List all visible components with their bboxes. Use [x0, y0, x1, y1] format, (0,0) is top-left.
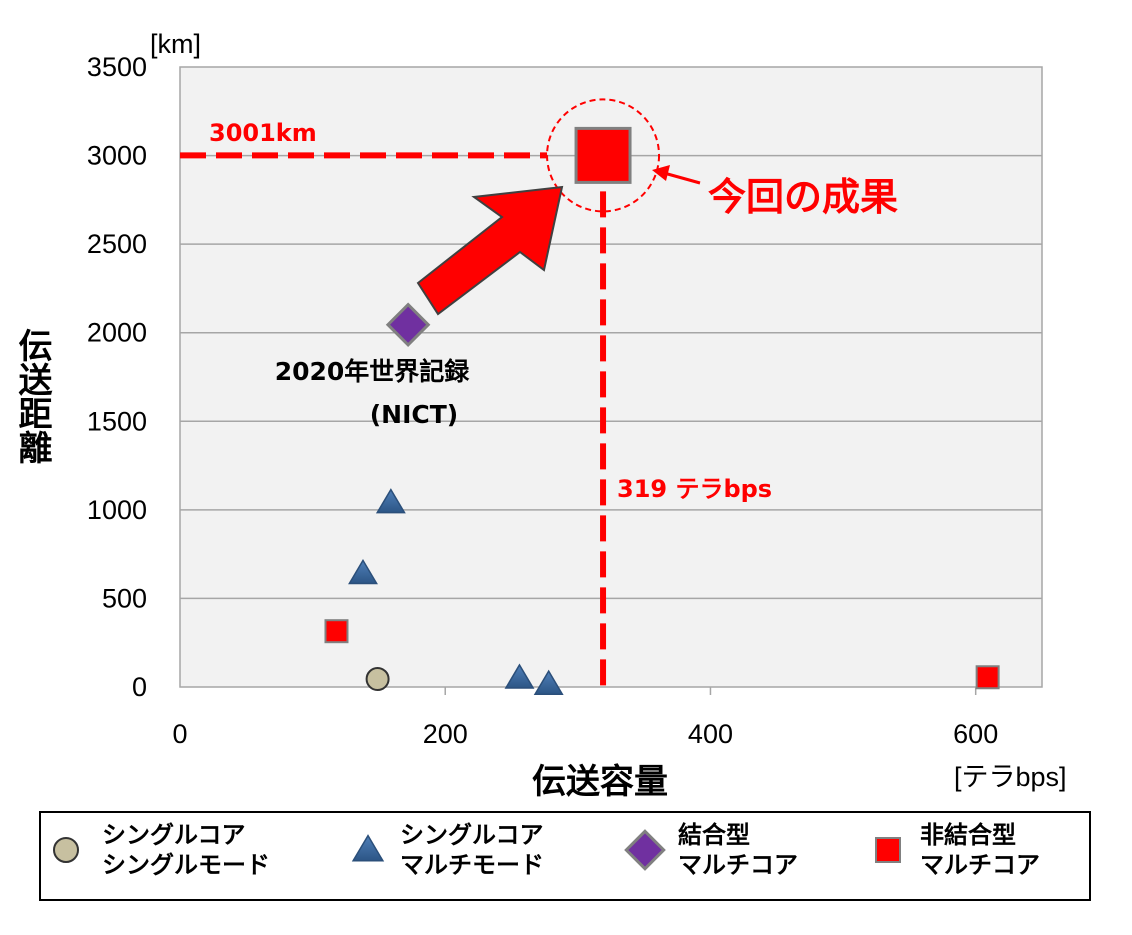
legend-label: シングルコア	[102, 821, 246, 849]
legend-marker	[351, 834, 385, 862]
x-tick-label: 400	[688, 719, 733, 749]
legend: シングルコアシングルモードシングルコアマルチモード結合型マルチコア非結合型マルチ…	[53, 821, 1040, 879]
x-tick-label: 200	[423, 719, 468, 749]
y-tick-label: 0	[132, 672, 147, 702]
y-axis-unit: [km]	[150, 29, 201, 59]
result-pointer-line	[663, 171, 701, 185]
legend-marker	[624, 829, 666, 871]
x-tick-label: 0	[172, 719, 187, 749]
result-annotation: 今回の成果	[708, 175, 898, 219]
legend-label: マルチコア	[920, 851, 1040, 879]
legend-label: シングルモード	[102, 851, 270, 879]
distance-annotation: 3001km	[209, 119, 317, 147]
x-axis-title: 伝送容量	[532, 762, 668, 802]
legend-box	[39, 811, 1091, 901]
x-axis-ticks: 0 200 400 600	[172, 687, 998, 749]
data-points	[324, 126, 1000, 695]
y-tick-label: 2500	[87, 229, 147, 259]
x-axis-unit: [テラbps]	[954, 762, 1067, 792]
reference-lines	[180, 152, 607, 687]
y-tick-label: 2000	[87, 318, 147, 348]
legend-marker	[875, 837, 901, 863]
data-point	[365, 667, 390, 692]
result-pointer-head	[652, 165, 670, 181]
legend-label: マルチコア	[678, 851, 798, 879]
progress-arrow	[416, 185, 564, 316]
data-point	[348, 558, 378, 585]
legend-label: 非結合型	[920, 821, 1016, 849]
legend-label: 結合型	[678, 821, 750, 849]
y-tick-label: 1000	[87, 495, 147, 525]
record-annotation-line1: 2020年世界記録	[275, 357, 471, 386]
y-axis-title: 伝送距離	[12, 328, 52, 464]
y-tick-label: 3500	[87, 52, 147, 82]
data-point	[533, 669, 564, 695]
data-point	[375, 488, 406, 514]
legend-label: マルチモード	[400, 851, 544, 879]
y-tick-label: 500	[102, 583, 147, 613]
data-point	[324, 619, 349, 644]
highlight-circle	[546, 98, 661, 213]
capacity-annotation: 319 テラbps	[617, 475, 772, 503]
data-point	[504, 663, 535, 689]
legend-marker	[53, 837, 79, 863]
x-tick-label: 600	[953, 719, 998, 749]
record-annotation-line2: (NICT)	[370, 400, 458, 429]
data-point	[975, 665, 1000, 690]
data-point	[385, 302, 431, 348]
highlight-data-point	[574, 126, 632, 184]
legend-label: シングルコア	[400, 821, 544, 849]
y-tick-label: 1500	[87, 406, 147, 436]
y-tick-label: 3000	[87, 141, 147, 171]
y-axis-ticks: 0 500 1000 1500 2000 2500 3000 3500	[87, 52, 147, 702]
